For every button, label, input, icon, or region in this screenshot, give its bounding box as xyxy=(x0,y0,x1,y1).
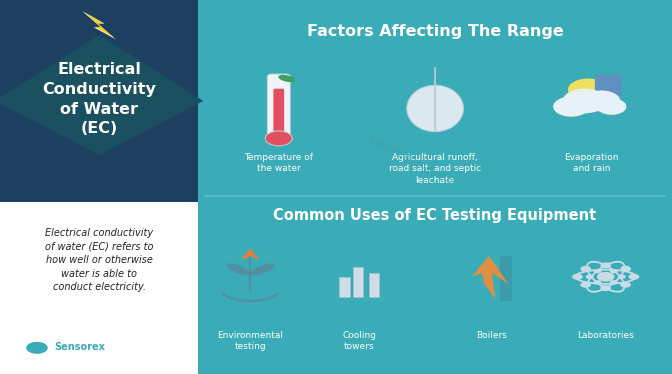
Polygon shape xyxy=(82,11,116,39)
Circle shape xyxy=(610,269,618,273)
Circle shape xyxy=(628,274,639,280)
Ellipse shape xyxy=(250,263,275,275)
Polygon shape xyxy=(472,256,509,299)
Text: Boilers: Boilers xyxy=(476,331,507,340)
Circle shape xyxy=(597,98,626,115)
Circle shape xyxy=(610,280,618,285)
Polygon shape xyxy=(85,12,114,38)
Polygon shape xyxy=(0,35,203,155)
FancyBboxPatch shape xyxy=(267,74,290,139)
FancyBboxPatch shape xyxy=(0,0,198,202)
Circle shape xyxy=(620,266,631,272)
Circle shape xyxy=(593,269,601,273)
Circle shape xyxy=(553,96,589,117)
Circle shape xyxy=(583,91,620,111)
Circle shape xyxy=(618,275,626,279)
Text: Temperature of
the water: Temperature of the water xyxy=(245,153,313,174)
FancyBboxPatch shape xyxy=(274,89,284,136)
Circle shape xyxy=(265,131,292,146)
Ellipse shape xyxy=(278,75,296,82)
Circle shape xyxy=(600,263,611,269)
Circle shape xyxy=(581,282,591,288)
Text: Sensorex: Sensorex xyxy=(54,342,105,352)
FancyBboxPatch shape xyxy=(339,277,350,297)
FancyBboxPatch shape xyxy=(353,267,364,297)
FancyBboxPatch shape xyxy=(500,256,512,301)
Text: Electrical
Conductivity
of Water
(EC): Electrical Conductivity of Water (EC) xyxy=(42,62,156,136)
Circle shape xyxy=(585,275,593,279)
Text: Cooling
towers: Cooling towers xyxy=(342,331,376,351)
Circle shape xyxy=(600,285,611,291)
FancyBboxPatch shape xyxy=(369,273,380,297)
Text: Electrical conductivity
of water (EC) refers to
how well or otherwise
water is a: Electrical conductivity of water (EC) re… xyxy=(45,228,153,292)
Polygon shape xyxy=(26,337,48,354)
FancyBboxPatch shape xyxy=(595,75,622,95)
Circle shape xyxy=(581,266,591,272)
Ellipse shape xyxy=(226,263,251,275)
Text: Agricultural runoff,
road salt, and septic
leachate: Agricultural runoff, road salt, and sept… xyxy=(389,153,481,184)
Circle shape xyxy=(572,274,583,280)
Circle shape xyxy=(597,272,614,282)
Circle shape xyxy=(562,89,607,113)
Text: Evaporation
and rain: Evaporation and rain xyxy=(564,153,619,174)
Text: Factors Affecting The Range: Factors Affecting The Range xyxy=(306,24,564,39)
Polygon shape xyxy=(241,249,260,260)
Text: Laboratories: Laboratories xyxy=(577,331,634,340)
FancyBboxPatch shape xyxy=(0,202,198,374)
Circle shape xyxy=(620,282,631,288)
Polygon shape xyxy=(407,67,464,132)
Text: Common Uses of EC Testing Equipment: Common Uses of EC Testing Equipment xyxy=(274,208,597,223)
Text: readersbyme.com: readersbyme.com xyxy=(363,133,457,189)
Circle shape xyxy=(568,79,608,101)
Circle shape xyxy=(593,280,601,285)
Text: Environmental
testing: Environmental testing xyxy=(217,331,284,351)
FancyBboxPatch shape xyxy=(198,0,672,374)
